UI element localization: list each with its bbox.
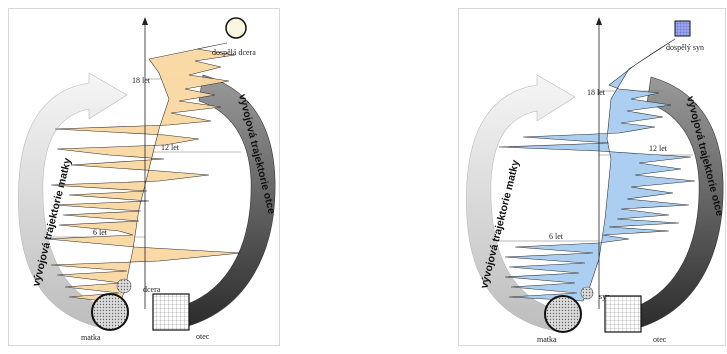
- age-label-6: 6 let: [549, 232, 564, 241]
- adult-daughter-circle: [225, 17, 247, 39]
- diagram-panel-daughter: vývojová trajektorie matky vývojová traj…: [8, 8, 280, 346]
- age-label-6: 6 let: [93, 228, 108, 237]
- child-son-circle: [580, 286, 594, 300]
- mother-arc: [18, 72, 128, 330]
- mother-arc: [466, 74, 576, 332]
- diagram-panel-son: vývojová trajektorie matky vývojová traj…: [458, 8, 726, 346]
- father-square: [604, 295, 642, 333]
- father-square: [152, 293, 190, 331]
- mother-circle: [91, 293, 129, 331]
- child-daughter-label: dcera: [143, 285, 161, 294]
- development-oscillation: [498, 38, 696, 302]
- age-label-18: 18 let: [587, 88, 606, 97]
- age-label-12: 12 let: [649, 144, 668, 153]
- development-oscillation: [46, 42, 242, 304]
- age-label-12: 12 let: [161, 143, 180, 152]
- daughter-diagram: vývojová trajektorie matky vývojová traj…: [18, 17, 278, 342]
- time-axis-arrow: [596, 17, 602, 25]
- mother-label: matka: [537, 335, 557, 344]
- mother-label: matka: [81, 333, 101, 342]
- adult-son-square: [674, 20, 691, 37]
- child-daughter-circle: [116, 278, 132, 294]
- age-label-18: 18 let: [132, 76, 151, 85]
- mother-circle: [544, 295, 582, 333]
- father-arc: [184, 74, 276, 328]
- son-diagram: vývojová trajektorie matky vývojová traj…: [466, 17, 726, 344]
- time-axis-arrow: [142, 17, 148, 25]
- father-label: otec: [196, 332, 210, 341]
- father-label: otec: [653, 335, 667, 344]
- father-arc: [634, 76, 724, 330]
- adult-daughter-label: dospělá dcera: [212, 48, 256, 57]
- adult-son-label: dospělý syn: [666, 43, 704, 52]
